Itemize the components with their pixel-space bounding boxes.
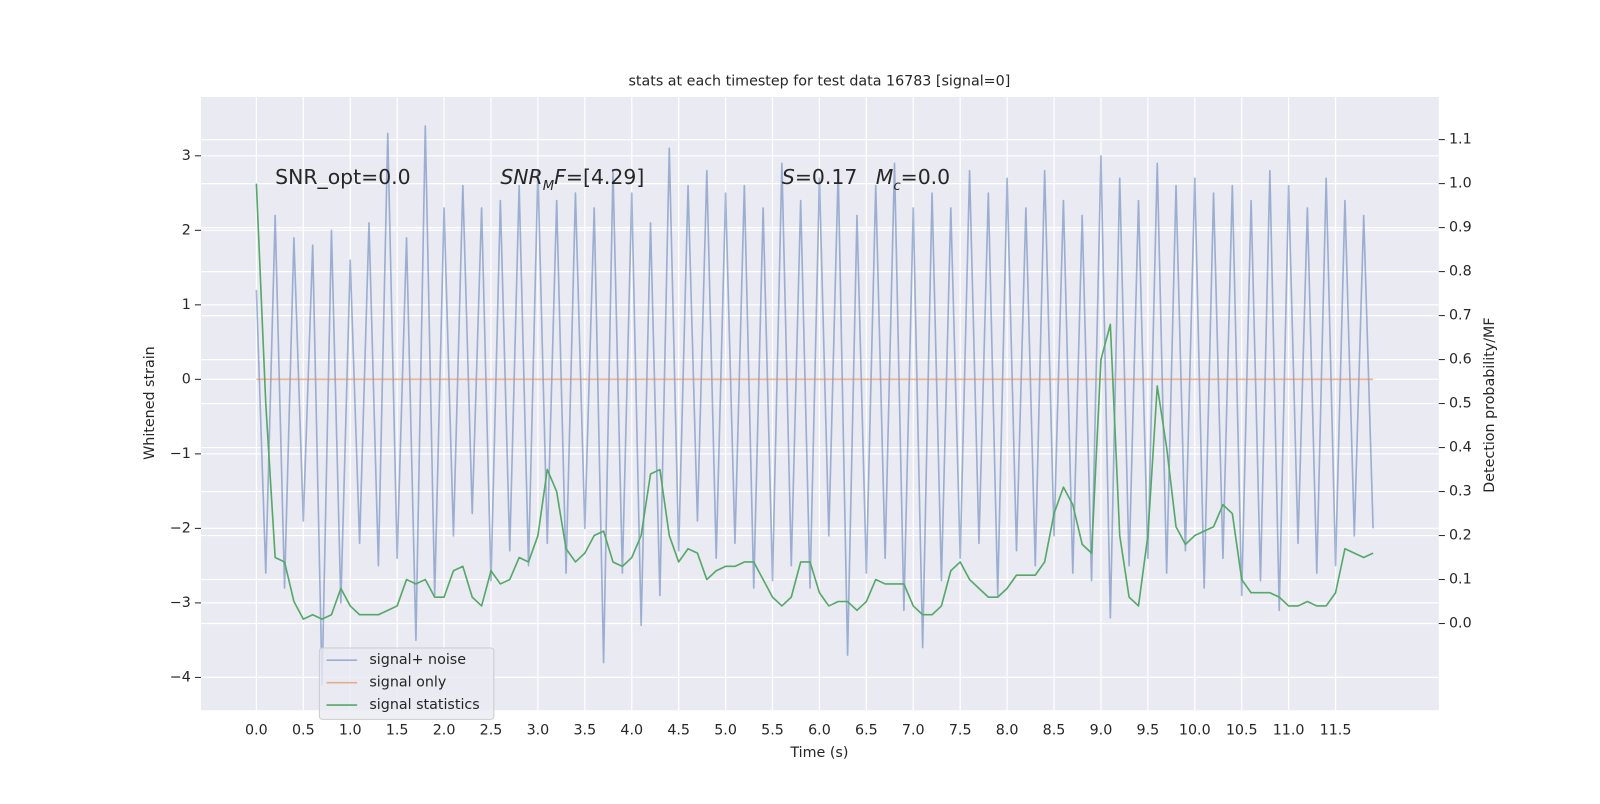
x-tick-label: 0.0 [245, 723, 268, 739]
x-tick-label: 10.0 [1179, 723, 1211, 739]
annotation-part: M [543, 179, 555, 194]
x-tick-label: 11.5 [1320, 723, 1352, 739]
x-tick-label: 3.0 [527, 723, 550, 739]
x-tick-label: 1.5 [386, 723, 409, 739]
series-line [255, 125, 1374, 686]
annotation-part: =0.17 [795, 165, 858, 189]
y-tick-label: −3 [170, 595, 191, 611]
series-line [255, 183, 1374, 620]
y2-tick-label: 0.1 [1449, 572, 1472, 588]
annotation-part: =[4.29] [566, 165, 644, 189]
x-tick-label: 1.0 [339, 723, 362, 739]
x-tick-label: 2.0 [433, 723, 456, 739]
annotation: SNR_opt=0.0 [275, 165, 411, 190]
legend-label: signal only [369, 675, 446, 691]
annotation: Mc=0.0 [876, 165, 950, 194]
x-tick-label: 7.5 [949, 723, 972, 739]
x-tick-label: 8.0 [996, 723, 1019, 739]
y-axis-label: Whitened strain [142, 346, 158, 460]
x-tick-label: 9.0 [1090, 723, 1113, 739]
y2-tick-label: 0.5 [1449, 396, 1472, 412]
y2-tick-label: 0.4 [1449, 440, 1472, 456]
x-tick-label: 4.5 [667, 723, 690, 739]
x-tick-label: 7.0 [902, 723, 925, 739]
annotation-part: F [554, 165, 566, 189]
x-tick-label: 8.5 [1043, 723, 1066, 739]
annotation: SNRMF=[4.29] [500, 165, 644, 194]
annotation-part: SNR_opt=0.0 [275, 165, 411, 190]
x-tick-label: 5.5 [761, 723, 784, 739]
annotation-part: =0.0 [901, 165, 951, 189]
y2-tick-label: 0.0 [1449, 616, 1472, 632]
annotation-part: c [893, 179, 901, 194]
y2-tick-label: 1.1 [1449, 132, 1472, 148]
y-tick-label: 2 [182, 222, 191, 238]
y-tick-label: 1 [182, 297, 191, 313]
y2-tick-label: 0.6 [1449, 352, 1472, 368]
annotation-part: S [782, 165, 795, 189]
y-tick-label: −2 [170, 520, 191, 536]
y2-tick-label: 1.0 [1449, 176, 1472, 192]
x-tick-label: 2.5 [480, 723, 503, 739]
x-tick-label: 10.5 [1226, 723, 1258, 739]
y2-tick-label: 0.3 [1449, 484, 1472, 500]
x-tick-label: 11.0 [1273, 723, 1305, 739]
legend-box [318, 647, 495, 720]
x-tick-label: 0.5 [292, 723, 315, 739]
y-tick-label: −1 [170, 446, 191, 462]
y-tick-label: −4 [170, 669, 191, 685]
y2-tick-label: 0.7 [1449, 308, 1472, 324]
chart-title: stats at each timestep for test data 167… [628, 74, 1010, 90]
y2-tick-label: 0.9 [1449, 220, 1472, 236]
x-tick-label: 3.5 [573, 723, 596, 739]
x-tick-label: 5.0 [714, 723, 737, 739]
x-tick-label: 4.0 [620, 723, 643, 739]
y-tick-label: 3 [182, 148, 191, 164]
x-axis-label: Time (s) [789, 745, 848, 761]
y2-axis-label: Detection probability/MF [1482, 317, 1498, 492]
x-tick-label: 9.5 [1137, 723, 1160, 739]
annotation: S=0.17 [782, 165, 857, 189]
y2-tick-label: 0.2 [1449, 528, 1472, 544]
annotation-part: SNR [500, 165, 542, 189]
y2-tick-label: 0.8 [1449, 264, 1472, 280]
x-tick-label: 6.5 [855, 723, 878, 739]
y-tick-label: 0 [182, 371, 191, 387]
legend-label: signal+ noise [369, 652, 466, 668]
annotation-part: M [876, 165, 894, 189]
x-tick-label: 6.0 [808, 723, 831, 739]
legend-label: signal statistics [369, 697, 479, 713]
